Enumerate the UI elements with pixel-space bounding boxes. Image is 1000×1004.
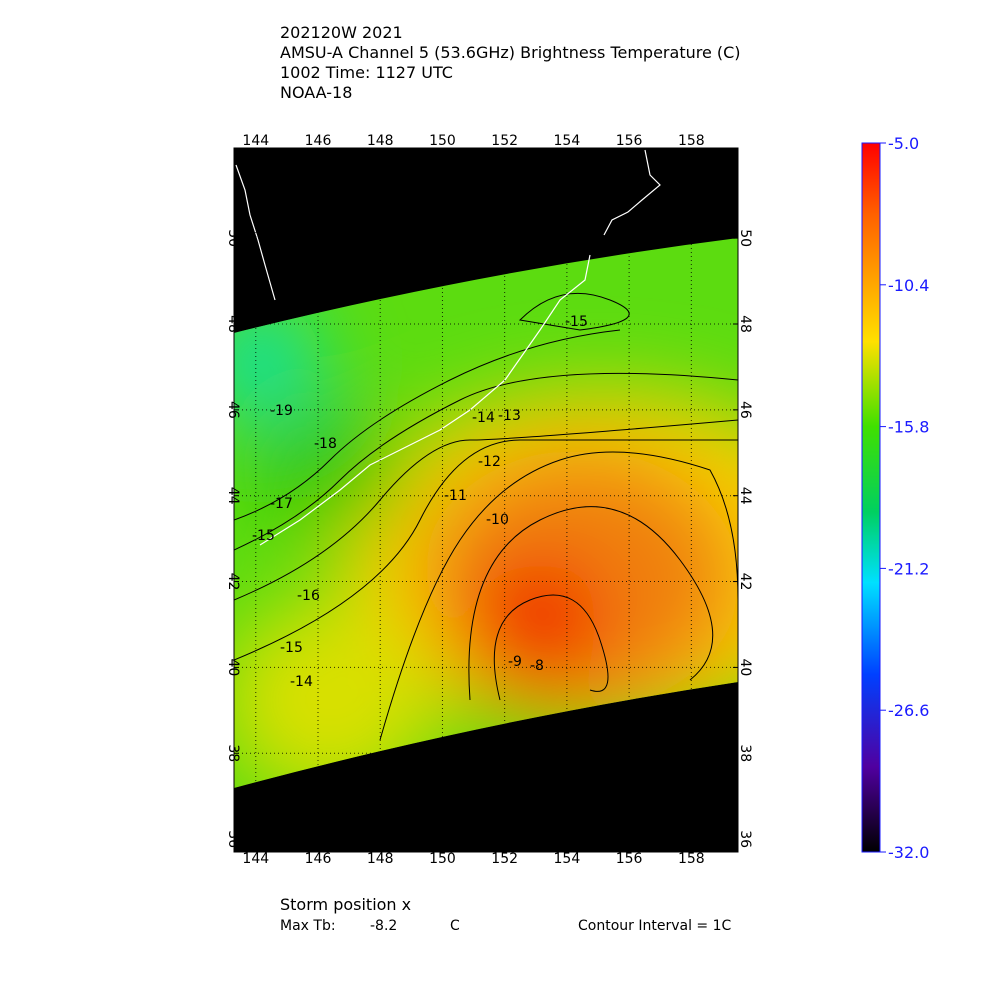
y-tick-label: 44: [225, 487, 241, 505]
y-tick-label: 40: [737, 659, 753, 677]
y-tick-label: 48: [225, 315, 241, 333]
x-tick-label: 146: [305, 133, 332, 149]
colorbar-label: -10.4: [888, 276, 929, 295]
x-tick-label: 148: [367, 133, 394, 149]
max-value: -8.2: [370, 918, 397, 934]
y-tick-label: 50: [737, 229, 753, 247]
y-tick-label: 50: [225, 229, 241, 247]
x-tick-label: 152: [491, 133, 518, 149]
x-tick-label: 144: [242, 851, 269, 867]
header-line: 1002 Time: 1127 UTC: [280, 63, 453, 82]
contour-label: -17: [270, 496, 293, 512]
coastlines: [235, 149, 661, 546]
y-tick-label: 42: [737, 573, 753, 591]
contour-label: -9: [508, 654, 522, 670]
contour-label: -19: [270, 403, 293, 419]
x-tick-label: 146: [305, 851, 332, 867]
colorbar: [861, 142, 881, 853]
colorbar-label: -32.0: [888, 843, 929, 862]
x-tick-label: 156: [616, 133, 643, 149]
y-tick-label: 46: [737, 401, 753, 419]
max-label: Max Tb:: [280, 918, 336, 934]
header-line: NOAA-18: [280, 83, 352, 102]
contour-label: -12: [478, 454, 501, 470]
contour-label: -11: [444, 488, 467, 504]
grid: [234, 148, 738, 852]
x-tick-label: 144: [242, 133, 269, 149]
axes: 144 144 146 146 148 148 150 150 152 152 154 154 156 1…: [225, 133, 753, 867]
contour-label: -18: [314, 436, 337, 452]
y-tick-label: 40: [225, 659, 241, 677]
x-tick-label: 158: [678, 133, 705, 149]
x-tick-label: 150: [429, 851, 456, 867]
temperature-field: [234, 238, 738, 788]
y-tick-label: 44: [737, 487, 753, 505]
y-tick-label: 42: [225, 573, 241, 591]
contour-label: -14: [472, 410, 495, 426]
colorbar-label: -5.0: [888, 134, 919, 153]
y-tick-label: 36: [737, 830, 753, 848]
colorbar-label: -26.6: [888, 701, 929, 720]
contour-label: -13: [498, 408, 521, 424]
storm-position: Storm position x: [280, 895, 411, 914]
contour-label: -15: [252, 528, 275, 544]
contour-label: -16: [297, 588, 320, 604]
header-line: 202120W 2021: [280, 23, 403, 42]
contour-labels: -19-18-17-15-16-15-14-15-14 -13-12-11-10-…: [252, 314, 588, 690]
contours: [234, 292, 738, 741]
colorbar-ticks: -5.0 -10.4 -15.8 -21.2 -26.6 -32.0: [880, 134, 929, 862]
x-tick-label: 154: [554, 133, 581, 149]
colorbar-label: -15.8: [888, 418, 929, 437]
x-tick-label: 150: [429, 133, 456, 149]
x-tick-label: 156: [616, 851, 643, 867]
contour-label: -8: [530, 658, 544, 674]
y-tick-label: 48: [737, 315, 753, 333]
contour-label: -15: [280, 640, 303, 656]
max-unit: C: [450, 918, 460, 934]
y-tick-label: 38: [225, 744, 241, 762]
y-tick-label: 36: [225, 830, 241, 848]
y-tick-label: 38: [737, 744, 753, 762]
x-tick-label: 148: [367, 851, 394, 867]
contour-interval: Contour Interval = 1C: [578, 918, 732, 934]
header-line: AMSU-A Channel 5 (53.6GHz) Brightness Te…: [280, 43, 741, 62]
contour-label: -10: [486, 512, 509, 528]
x-tick-label: 158: [678, 851, 705, 867]
contour-label: -15: [565, 314, 588, 330]
y-tick-label: 46: [225, 401, 241, 419]
x-tick-label: 154: [554, 851, 581, 867]
map-frame: [233, 147, 739, 853]
contour-label: -14: [290, 674, 313, 690]
colorbar-label: -21.2: [888, 559, 929, 578]
x-tick-label: 152: [491, 851, 518, 867]
